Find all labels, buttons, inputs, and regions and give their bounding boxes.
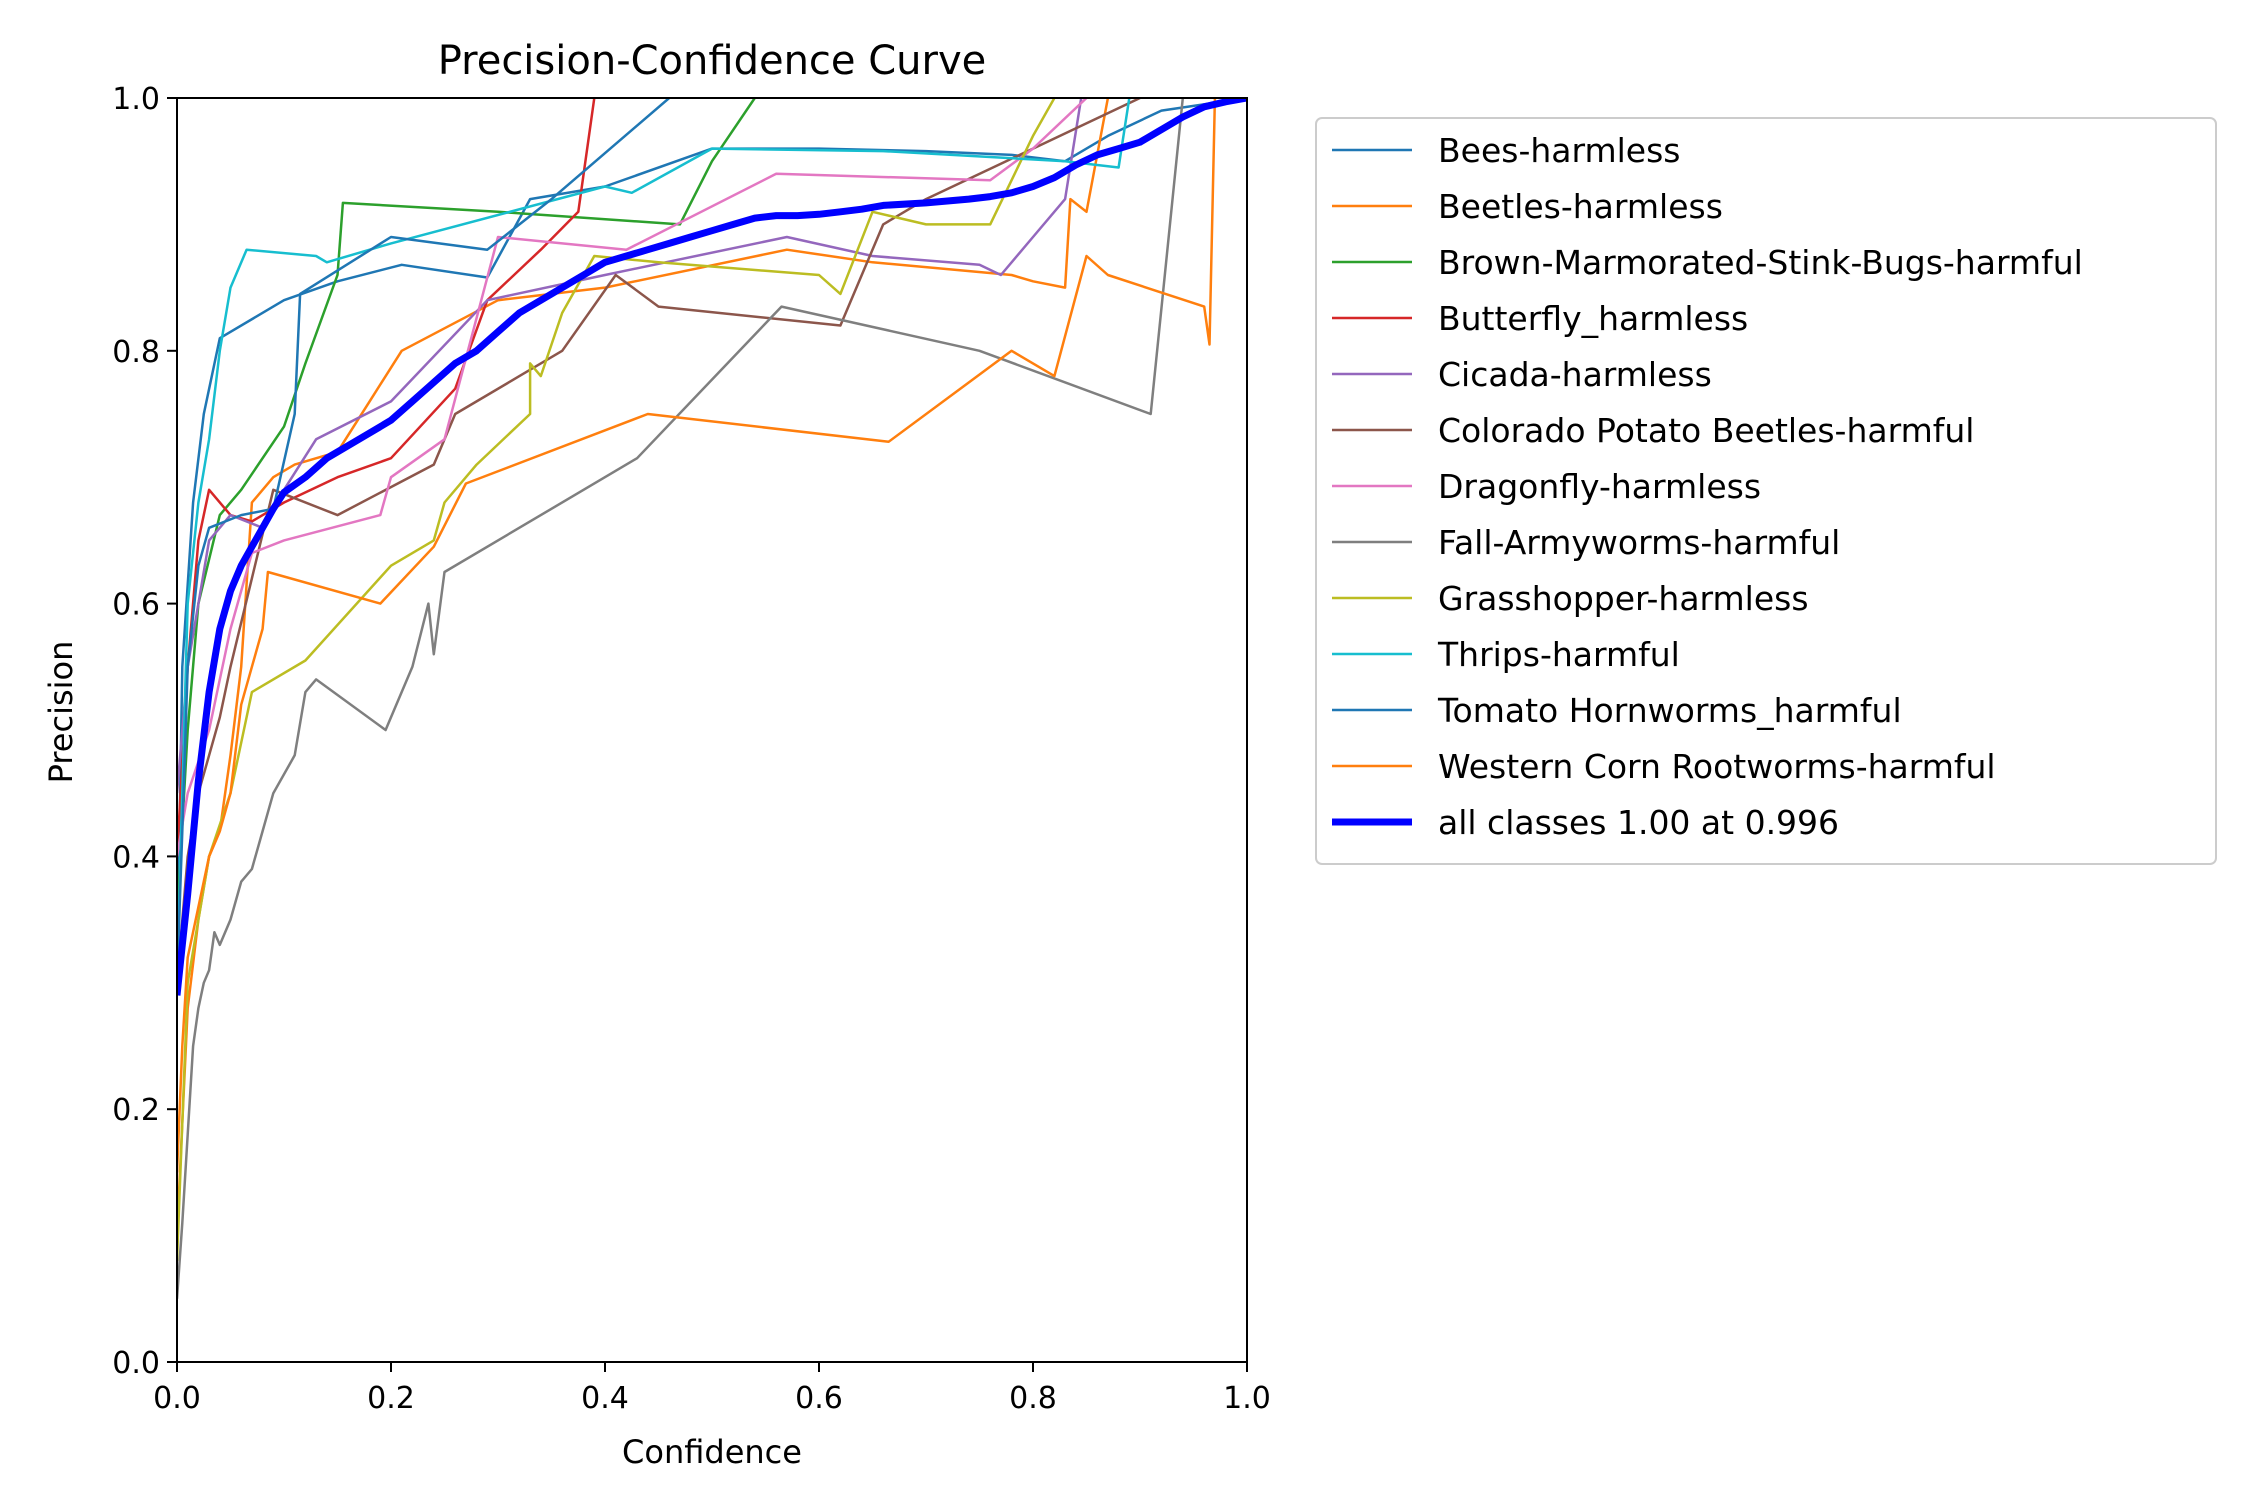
y-tick-label: 0.0 — [112, 1346, 160, 1381]
chart-title: Precision-Confidence Curve — [438, 38, 987, 84]
legend-entry-label: Cicada-harmless — [1438, 355, 1712, 394]
legend-entry-label: Bees-harmless — [1438, 131, 1680, 170]
series-line-1 — [177, 98, 1110, 1236]
y-tick-label: 0.6 — [112, 588, 160, 623]
y-tick-label: 0.2 — [112, 1093, 160, 1128]
plot-frame — [176, 97, 1248, 1363]
series-line-10 — [177, 98, 671, 983]
y-tick-label: 1.0 — [112, 82, 160, 117]
legend-entry-label: Thrips-harmful — [1437, 635, 1680, 674]
x-tick-label: 0.2 — [367, 1381, 415, 1416]
series-line-3 — [177, 98, 596, 857]
series-line-11 — [177, 98, 1217, 1173]
series-line-6 — [177, 98, 1088, 857]
legend: Bees-harmless Beetles-harmless Brown-Marmo… — [1315, 117, 2217, 865]
series-line-4 — [177, 98, 1083, 794]
x-tick-label: 0.8 — [1009, 1381, 1057, 1416]
x-tick-label: 0.6 — [795, 1381, 843, 1416]
legend-entry-label: Grasshopper-harmless — [1438, 579, 1809, 618]
series-line-5 — [177, 98, 1141, 983]
x-tick-label: 0.4 — [581, 1381, 629, 1416]
y-tick-label: 0.4 — [112, 840, 160, 875]
legend-entry-label: all classes 1.00 at 0.996 — [1438, 803, 1839, 842]
legend-entry-label: Dragonfly-harmless — [1438, 467, 1761, 506]
legend-box — [1315, 117, 2217, 865]
legend-entry-label: Beetles-harmless — [1438, 187, 1723, 226]
series-line-12 — [177, 98, 1247, 996]
legend-entry-label: Fall-Armyworms-harmful — [1438, 523, 1840, 562]
series-line-8 — [177, 98, 1056, 1261]
series-line-9 — [177, 98, 1131, 983]
legend-entry-label: Butterfly_harmless — [1438, 299, 1748, 338]
legend-entry-label: Colorado Potato Beetles-harmful — [1438, 411, 1974, 450]
axis-ticks: 0.0 0.2 0.4 0.6 0.8 1.0 0.0 0.2 0.4 0.6 0.8 1.0 — [112, 82, 1271, 1416]
y-tick-label: 0.8 — [112, 335, 160, 370]
plot-area — [176, 97, 1248, 1363]
legend-entry-label: Western Corn Rootworms-harmful — [1438, 747, 1996, 786]
legend-entry-label: Tomato Hornworms_harmful — [1437, 691, 1902, 730]
series-line-7 — [177, 98, 1185, 1299]
x-tick-label: 1.0 — [1223, 1381, 1271, 1416]
legend-entry-label: Brown-Marmorated-Stink-Bugs-harmful — [1438, 243, 2083, 282]
x-axis-title: Confidence — [622, 1433, 802, 1471]
series-line-2 — [177, 98, 756, 920]
y-axis-title: Precision — [42, 641, 80, 784]
x-tick-label: 0.0 — [153, 1381, 201, 1416]
